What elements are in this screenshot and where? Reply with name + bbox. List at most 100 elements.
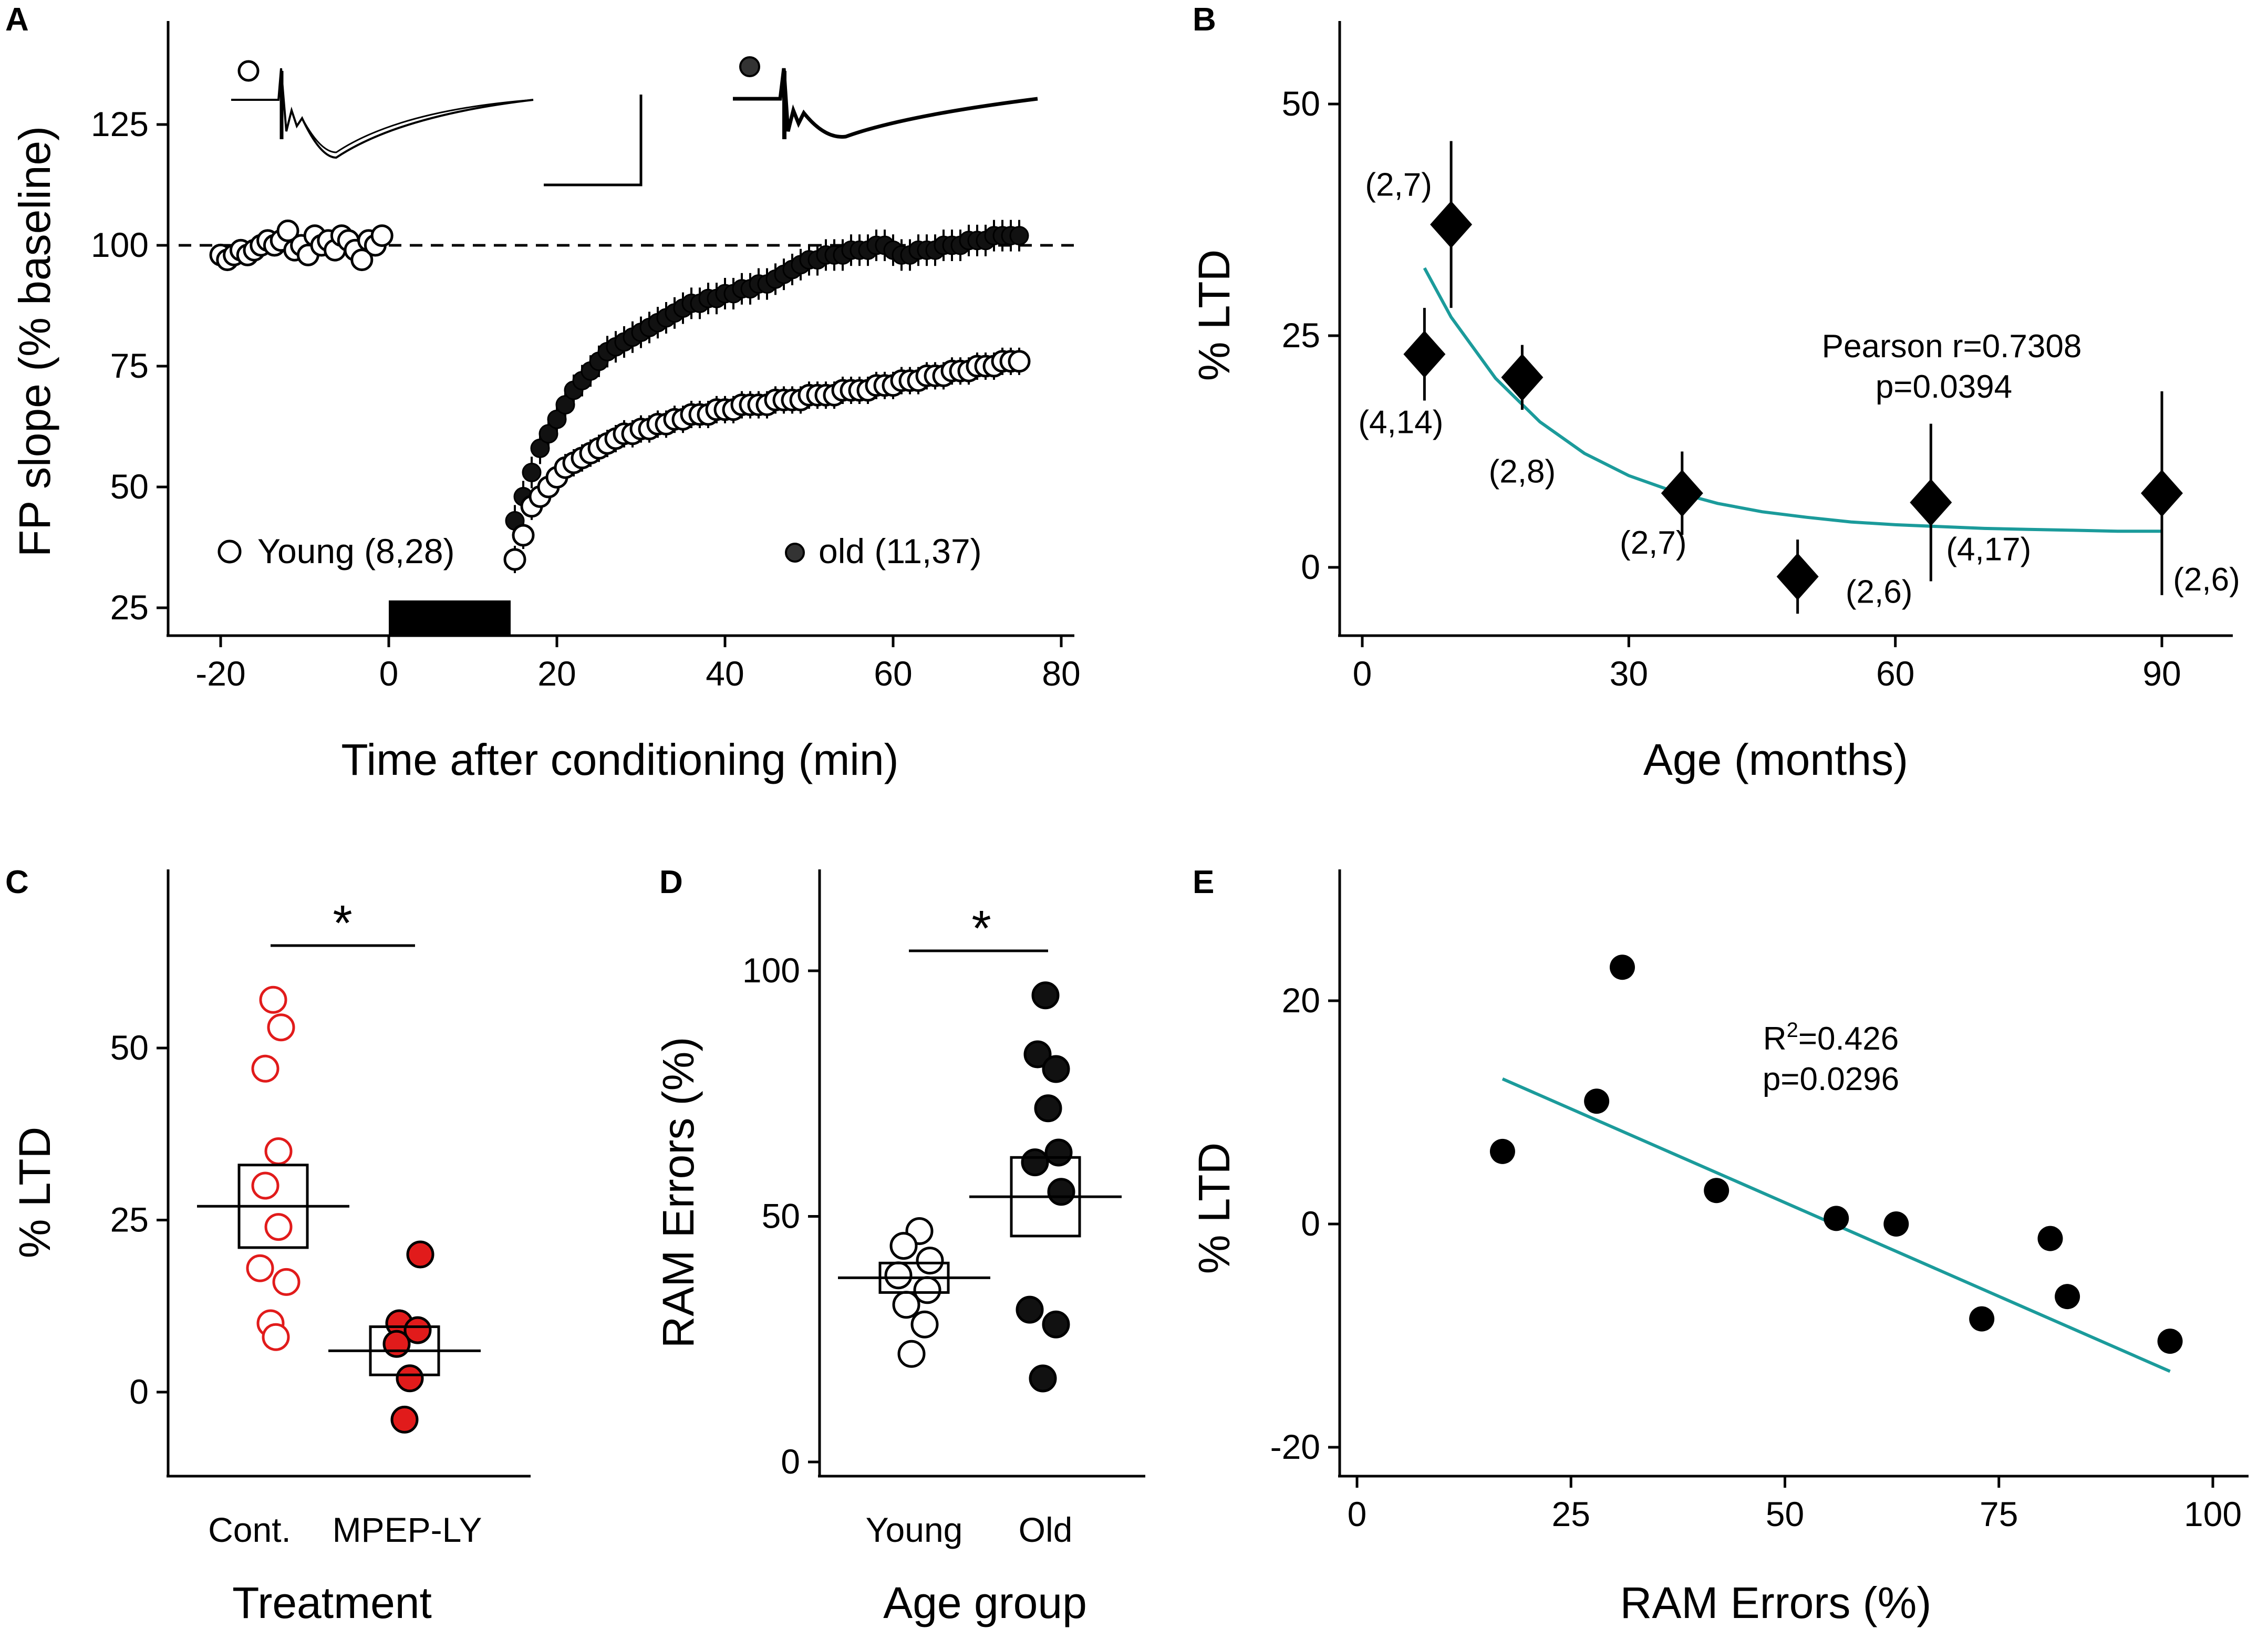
control-data-point [246,1254,274,1282]
panel-d-y-tick-label: 100 [742,951,800,990]
panel-a: -20 0 20 40 60 80 25 50 75 100 125 Time … [10,21,1081,784]
data-point [1824,1206,1849,1231]
panel-b-y-tick-label: 50 [1282,84,1320,123]
control-data-point [251,1171,279,1200]
diamond-marker [1910,479,1952,526]
inset-young-marker [237,60,260,82]
old-data-point [1016,1295,1044,1324]
control-data-point [264,1213,293,1241]
panel-d: 0 50 100 Young Old Age group RAM Errors … [654,869,1145,1627]
panel-e-y-axis-title: % LTD [1189,1143,1239,1274]
panel-b-x-tick-label: 90 [2142,654,2181,693]
data-point [1969,1306,1995,1332]
control-data-point [262,1323,290,1351]
panel-a-marks [179,219,1074,635]
panel-d-category-label: Old [1019,1510,1073,1549]
panel-c-category-label: MPEP-LY [333,1510,482,1549]
panel-d-category-label: Young [866,1510,963,1549]
panel-b-p-value: p=0.0394 [1876,369,2012,405]
panel-a-x-tick-label: 0 [379,654,399,693]
panel-e-y-tick-label: -20 [1270,1427,1320,1466]
young-data-point [892,1291,920,1319]
legend-young-label: Young (8,28) [257,532,455,570]
panel-c: 0 25 50 Cont. MPEP-LY Treatment % LTD * [10,869,531,1627]
panel-label-b: B [1193,2,1216,38]
panel-d-y-axis-title: RAM Errors (%) [654,1037,703,1348]
young-data-point [889,1232,918,1260]
panel-label-c: C [5,864,29,900]
old-data-point [538,424,558,444]
old-data-point [1021,1148,1049,1177]
panel-label-e: E [1193,864,1214,900]
panel-b-pearson-r: Pearson r=0.7308 [1822,328,2082,365]
legend-young-marker [218,540,242,564]
control-data-point [264,1137,293,1165]
panel-a-y-tick-label: 75 [110,346,149,385]
panel-e-x-tick-label: 50 [1766,1495,1804,1533]
inset-old-trace [733,68,1038,139]
panel-c-y-tick-label: 0 [129,1372,149,1411]
control-data-point [251,1054,279,1083]
panel-d-y-ticks: 0 50 100 [742,951,820,1481]
panel-b-x-tick-label: 0 [1353,654,1372,693]
data-point [1584,1088,1610,1114]
panel-e-x-ticks: 0 25 50 75 100 [1348,1476,2242,1533]
panel-e-p-value: p=0.0296 [1763,1061,1899,1097]
diamond-marker [1430,201,1473,248]
diamond-marker [1403,330,1446,378]
panel-e-r-squared: R2=0.426 [1763,1019,1899,1057]
diamond-marker [1776,553,1819,600]
panel-e-marks [1489,955,2183,1373]
panel-b-y-tick-label: 25 [1282,316,1320,355]
panel-c-y-tick-label: 25 [110,1200,149,1239]
inset-young-trace [231,68,534,159]
panel-a-y-tick-label: 100 [91,225,149,264]
young-data-point [370,224,393,247]
panel-a-x-ticks: -20 0 20 40 60 80 [195,636,1081,693]
panel-b-y-ticks: 0 25 50 [1282,84,1340,586]
panel-e-x-tick-label: 75 [1980,1495,2018,1533]
data-point [1489,1138,1515,1164]
panel-e-y-tick-label: 0 [1301,1204,1320,1243]
panel-label-a: A [5,2,29,38]
panel-e-x-tick-label: 0 [1348,1495,1367,1533]
panel-b-marks: (4,14) (2,7) (2,8) (2,7) (2,6) (4,17) (2,6) [1358,141,2240,614]
panel-a-y-tick-label: 50 [110,467,149,506]
panel-e-x-tick-label: 100 [2184,1495,2242,1533]
sample-size-label: (2,8) [1489,453,1556,490]
old-data-point [1042,1310,1070,1339]
inset-old-marker [739,56,760,77]
panel-c-significance-star: * [333,895,352,951]
old-data-point [522,462,542,482]
panel-a-y-tick-label: 125 [91,105,149,143]
panel-c-y-tick-label: 50 [110,1028,149,1067]
old-data-point [1042,1055,1070,1083]
panel-label-d: D [659,864,683,900]
sample-size-label: (4,17) [1946,532,2031,568]
young-data-point [503,548,526,571]
sample-size-label: (2,6) [1846,574,1912,610]
panel-a-x-tick-label: 60 [874,654,912,693]
panel-b-x-tick-label: 30 [1610,654,1648,693]
panel-a-y-ticks: 25 50 75 100 125 [91,105,168,627]
mpep-data-point [406,1240,434,1269]
data-point [1609,955,1635,980]
old-data-point [1047,1178,1075,1206]
old-data-point [547,409,567,429]
fit-curve [1423,267,2162,533]
legend-old-label: old (11,37) [819,532,982,570]
mpep-data-point [403,1316,432,1344]
mpep-data-point [390,1405,419,1434]
old-data-point [1023,1040,1052,1069]
panel-e-y-tick-label: 20 [1282,981,1320,1020]
panel-e: 0 25 50 75 100 -20 0 20 RAM Errors (%) %… [1189,869,2249,1627]
panel-b-y-tick-label: 0 [1301,547,1320,586]
young-data-point [276,219,299,242]
panel-a-x-tick-label: 40 [706,654,744,693]
old-data-point [555,395,575,415]
panel-a-x-tick-label: 20 [537,654,576,693]
panel-b-x-tick-label: 60 [1876,654,1914,693]
panel-d-significance-star: * [971,900,991,957]
panel-c-x-axis-title: Treatment [232,1578,432,1627]
